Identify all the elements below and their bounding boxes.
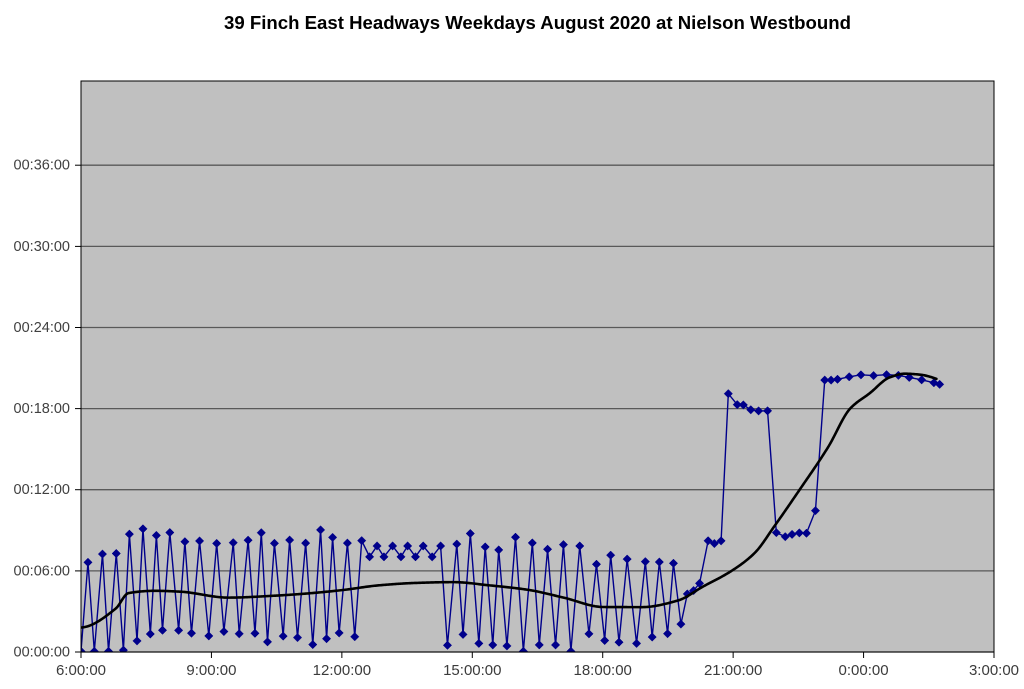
svg-text:3:00:00: 3:00:00 [969, 662, 1019, 679]
svg-text:12:00:00: 12:00:00 [313, 662, 371, 679]
svg-text:15:00:00: 15:00:00 [443, 662, 501, 679]
svg-text:00:24:00: 00:24:00 [14, 320, 70, 336]
svg-text:00:36:00: 00:36:00 [14, 158, 70, 174]
svg-text:00:12:00: 00:12:00 [14, 482, 70, 498]
svg-text:6:00:00: 6:00:00 [56, 662, 106, 679]
svg-text:9:00:00: 9:00:00 [186, 662, 236, 679]
svg-text:00:00:00: 00:00:00 [14, 645, 70, 661]
svg-text:00:30:00: 00:30:00 [14, 239, 70, 255]
svg-text:00:06:00: 00:06:00 [14, 563, 70, 579]
svg-text:18:00:00: 18:00:00 [574, 662, 632, 679]
svg-text:21:00:00: 21:00:00 [704, 662, 762, 679]
svg-text:00:18:00: 00:18:00 [14, 401, 70, 417]
svg-text:0:00:00: 0:00:00 [839, 662, 889, 679]
